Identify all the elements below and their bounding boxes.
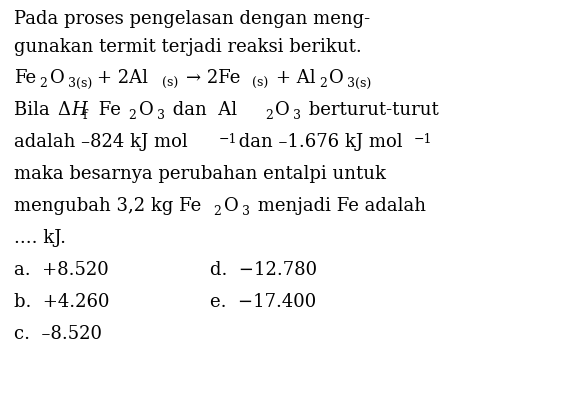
Text: 2: 2	[319, 77, 327, 90]
Text: dan  Al: dan Al	[167, 101, 237, 119]
Text: 3: 3	[157, 109, 165, 122]
Text: e.  −17.400: e. −17.400	[210, 293, 316, 311]
Text: 2: 2	[39, 77, 47, 90]
Text: −1: −1	[219, 133, 237, 146]
Text: berturut-turut: berturut-turut	[303, 101, 439, 119]
Text: 2: 2	[265, 109, 273, 122]
Text: 3: 3	[293, 109, 301, 122]
Text: (s): (s)	[252, 77, 268, 90]
Text: 2: 2	[213, 205, 221, 218]
Text: Δ: Δ	[57, 101, 70, 119]
Text: dan –1.676 kJ mol: dan –1.676 kJ mol	[233, 133, 403, 151]
Text: mengubah 3,2 kg Fe: mengubah 3,2 kg Fe	[14, 197, 201, 215]
Text: + 2Al: + 2Al	[97, 69, 148, 87]
Text: + Al: + Al	[276, 69, 316, 87]
Text: adalah –824 kJ mol: adalah –824 kJ mol	[14, 133, 188, 151]
Text: menjadi Fe adalah: menjadi Fe adalah	[252, 197, 426, 215]
Text: 3(s): 3(s)	[68, 77, 92, 90]
Text: f: f	[83, 109, 88, 122]
Text: O: O	[139, 101, 154, 119]
Text: Fe: Fe	[93, 101, 121, 119]
Text: O: O	[329, 69, 344, 87]
Text: gunakan termit terjadi reaksi berikut.: gunakan termit terjadi reaksi berikut.	[14, 38, 362, 56]
Text: maka besarnya perubahan entalpi untuk: maka besarnya perubahan entalpi untuk	[14, 165, 386, 183]
Text: Pada proses pengelasan dengan meng-: Pada proses pengelasan dengan meng-	[14, 10, 370, 28]
Text: Fe: Fe	[14, 69, 36, 87]
Text: (s): (s)	[162, 77, 178, 90]
Text: 3(s): 3(s)	[347, 77, 372, 90]
Text: O: O	[224, 197, 238, 215]
Text: d.  −12.780: d. −12.780	[210, 261, 317, 279]
Text: H: H	[71, 101, 87, 119]
Text: 3: 3	[242, 205, 250, 218]
Text: → 2Fe: → 2Fe	[186, 69, 240, 87]
Text: a.  +8.520: a. +8.520	[14, 261, 109, 279]
Text: 2: 2	[128, 109, 136, 122]
Text: c.  –8.520: c. –8.520	[14, 325, 102, 343]
Text: .... kJ.: .... kJ.	[14, 229, 66, 247]
Text: −1: −1	[414, 133, 433, 146]
Text: O: O	[275, 101, 290, 119]
Text: O: O	[50, 69, 65, 87]
Text: Bila: Bila	[14, 101, 55, 119]
Text: b.  +4.260: b. +4.260	[14, 293, 109, 311]
